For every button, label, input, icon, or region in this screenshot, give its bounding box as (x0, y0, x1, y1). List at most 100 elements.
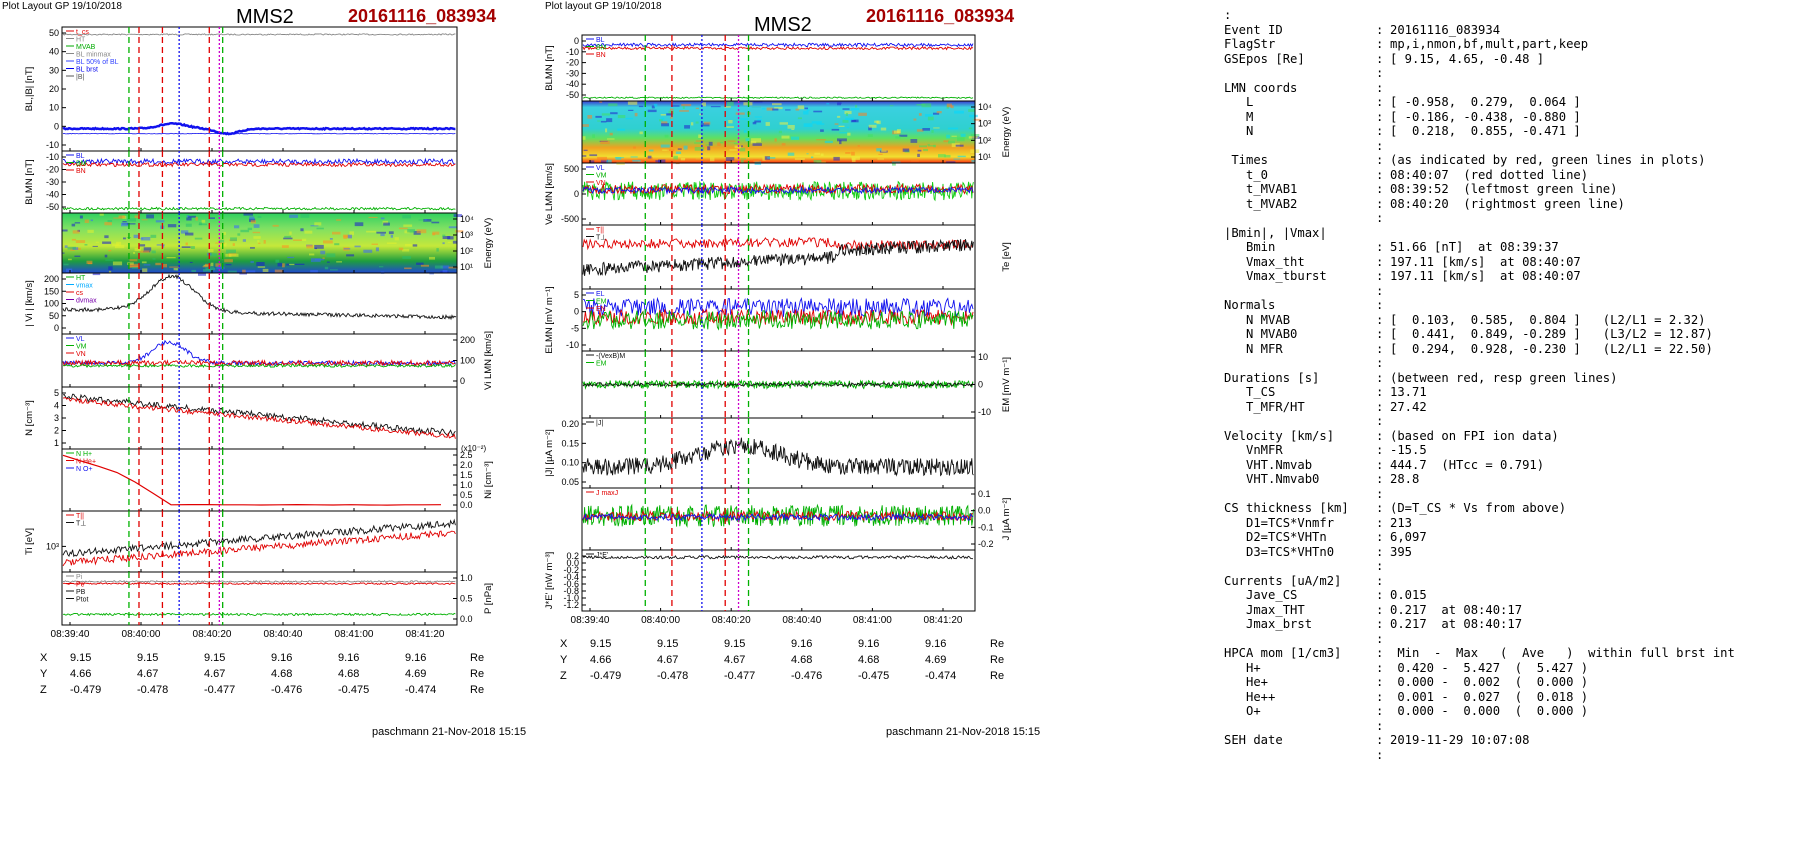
spectrogram-texture (452, 240, 458, 244)
spectrogram-texture (899, 134, 908, 137)
info-sep: : (1376, 124, 1384, 138)
spectrogram-texture (973, 118, 981, 121)
y-axis-label: N [cm⁻³] (24, 400, 35, 436)
spectrogram-texture (349, 231, 354, 236)
info-sep: : (1376, 196, 1384, 211)
spectrogram-texture (429, 272, 434, 275)
spectrogram-texture (398, 247, 404, 251)
info-value: 0.000 - 0.000 ( 0.000 ) (1390, 704, 1589, 718)
spectrogram-texture (232, 243, 235, 246)
spectrogram-texture (382, 220, 388, 225)
info-row: Vmax_tburst:197.11 [km/s] at 08:40:07 (1224, 269, 1794, 284)
middle-panel-9: 0.20.0-0.2-0.4-0.6-0.8-1.0-1.2 J*E' [nW m… (544, 549, 976, 612)
y-tick-label-right: 1.0 (460, 480, 473, 490)
info-sep: : (1376, 341, 1384, 356)
spectrogram-texture (210, 262, 214, 267)
y-tick-label: 500 (564, 164, 579, 174)
spectrogram-texture (820, 129, 824, 132)
coord-value: 9.15 (724, 638, 746, 650)
spectrogram-texture (846, 126, 849, 128)
spectrogram-texture (404, 230, 410, 234)
spectrogram-texture (92, 272, 101, 276)
y-tick-label: 5 (574, 290, 579, 300)
y-tick-label: 4 (54, 401, 59, 411)
coord-row-label: Y (560, 654, 568, 666)
spectrogram-texture (418, 219, 427, 221)
info-value: 51.66 [nT] at 08:39:37 (1390, 240, 1559, 254)
spectrogram-texture (766, 107, 774, 111)
legend-entry: EN (596, 306, 606, 313)
info-sep: : (1376, 588, 1384, 602)
spectrogram-texture (953, 158, 961, 160)
spectrogram-texture (186, 215, 190, 217)
spectrogram-texture (951, 135, 957, 137)
info-value (1390, 719, 1794, 734)
spectrogram-texture (99, 213, 104, 216)
spectrogram-texture (376, 231, 386, 234)
spectrogram-texture (701, 102, 706, 107)
coord-value: -0.479 (590, 670, 622, 682)
left-spacecraft-title: MMS2 (236, 6, 294, 28)
spectrogram-texture (161, 263, 167, 268)
spectrogram-texture (263, 240, 266, 244)
y-tick-label: 0.0 (566, 558, 579, 568)
spectrogram-texture (127, 218, 136, 222)
series-line (62, 273, 457, 321)
info-key: N MVAB0 (1224, 327, 1298, 341)
coord-row-label: Z (560, 670, 567, 682)
spectrogram-texture (607, 138, 615, 140)
x-tick-label: 08:40:00 (122, 629, 161, 640)
spectrogram-texture (601, 113, 611, 116)
spectrogram-texture (774, 106, 783, 110)
spectrogram-texture (398, 227, 408, 230)
spectrogram-texture (726, 126, 734, 128)
spectrogram-texture (683, 145, 688, 150)
series-line (582, 180, 974, 202)
y-tick-label: -40 (46, 190, 59, 200)
spectrogram-texture (910, 159, 919, 162)
legend-entry: J maxJ (596, 490, 618, 497)
spectrogram-texture (402, 248, 410, 252)
spectrogram-texture (324, 266, 329, 270)
info-key: Times (1224, 153, 1269, 167)
coord-value: 9.15 (590, 638, 612, 650)
coord-unit: Re (470, 668, 485, 680)
coord-value: 9.16 (405, 652, 427, 664)
info-sep: : (1376, 472, 1384, 486)
spectrogram-texture (946, 103, 952, 108)
spectrogram-texture (281, 245, 289, 248)
spectrogram-texture (394, 237, 399, 241)
info-key: N (1224, 124, 1254, 138)
y-tick-label: 0 (574, 307, 579, 317)
info-row: : (1224, 748, 1794, 763)
spectrogram-texture (326, 261, 330, 263)
x-tick-label: 08:41:00 (335, 629, 374, 640)
info-value: 197.11 [km/s] at 08:40:07 (1390, 254, 1581, 269)
spectrogram-texture (347, 234, 352, 239)
spectrogram-texture (761, 107, 766, 110)
spectrogram-texture (404, 244, 413, 247)
spectrogram-texture (605, 128, 608, 133)
spectrogram-texture (634, 112, 638, 117)
spectrogram-texture (223, 231, 226, 236)
left-panel-3: 10⁴ 10³ 10² 10¹ Energy (eV) (61, 212, 494, 276)
info-value: 197.11 [km/s] at 08:40:07 (1390, 269, 1581, 283)
x-tick-label: 08:41:20 (406, 629, 445, 640)
info-sep: : (1376, 501, 1384, 515)
info-row: Event ID:20161116_083934 (1224, 23, 1794, 38)
spectrogram-texture (845, 112, 848, 116)
y-tick-label: -0.2 (563, 565, 579, 575)
info-row: VHT.Nmvab:444.7 (HTcc = 0.791) (1224, 458, 1794, 473)
spectrogram-texture (284, 235, 292, 238)
spectrogram-texture (300, 214, 310, 218)
info-value: [ 0.103, 0.585, 0.804 ] (L2/L1 = 2.32) (1390, 312, 1706, 327)
spectrogram-texture (813, 110, 823, 113)
y-axis-label: BLMN [nT] (544, 45, 555, 90)
series-line (62, 530, 456, 567)
series-line (62, 359, 456, 368)
spectrogram-texture (234, 225, 240, 229)
spectrogram-texture (228, 253, 239, 257)
